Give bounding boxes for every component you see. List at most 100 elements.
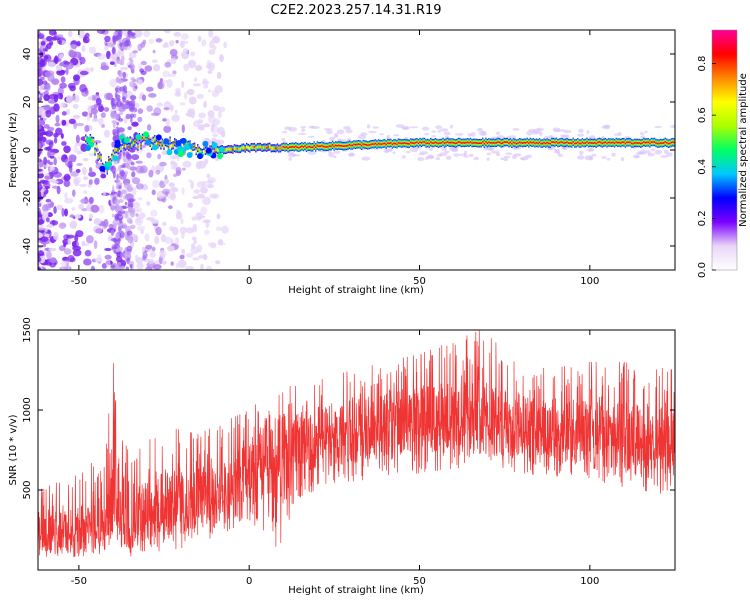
signal-cell [468, 142, 470, 144]
signal-cell [117, 149, 119, 152]
signal-cell [434, 141, 436, 144]
noise-blob [98, 204, 105, 214]
noise-blob [136, 262, 144, 270]
noise-blob [137, 116, 143, 123]
signal-cell [548, 142, 550, 145]
noise-blob [69, 44, 78, 49]
x-tick-label: 50 [413, 276, 426, 287]
noise-blob [191, 243, 196, 250]
noise-blob [132, 177, 141, 185]
signal-cell [364, 143, 366, 146]
noise-blob [98, 105, 105, 112]
signal-cell [243, 146, 245, 149]
noise-blob [146, 217, 155, 221]
signal-blob [184, 144, 190, 151]
noise-blob [121, 96, 126, 100]
colorbar-tick-label: 0.0 [697, 262, 708, 278]
noise-blob [505, 152, 513, 155]
signal-cell [537, 142, 539, 145]
signal-cell [370, 143, 372, 146]
noise-blob [591, 153, 597, 157]
signal-cell [603, 141, 605, 144]
noise-blob [288, 151, 295, 155]
signal-cell [394, 142, 397, 145]
noise-blob [88, 179, 93, 185]
signal-cell [244, 147, 246, 150]
signal-cell [551, 141, 553, 143]
signal-cell [114, 148, 116, 151]
signal-cell [419, 141, 421, 143]
noise-blob [579, 150, 584, 155]
noise-blob [613, 133, 620, 136]
signal-cell [463, 142, 466, 144]
signal-cell [617, 141, 619, 144]
signal-blob [186, 152, 193, 158]
signal-cell [233, 147, 236, 150]
noise-blob [181, 248, 185, 254]
y-tick-label: 1500 [22, 317, 33, 342]
noise-blob [111, 141, 115, 148]
noise-blob [218, 106, 226, 113]
signal-cell [460, 142, 462, 144]
noise-blob [503, 157, 509, 162]
signal-cell [382, 142, 384, 145]
signal-cell [606, 142, 608, 145]
signal-cell [491, 142, 493, 144]
noise-blob [49, 166, 55, 171]
noise-blob [120, 50, 124, 55]
noise-blob [208, 30, 214, 38]
signal-cell [546, 141, 548, 144]
noise-blob [124, 251, 129, 259]
noise-blob [203, 83, 209, 89]
noise-blob [175, 166, 182, 175]
signal-cell [249, 147, 251, 150]
noise-blob [168, 205, 173, 210]
noise-blob [145, 266, 153, 270]
noise-blob [163, 125, 172, 133]
noise-blob [196, 193, 206, 199]
noise-blob [192, 223, 198, 233]
noise-blob [486, 152, 492, 156]
noise-blob [181, 232, 185, 239]
noise-blob [586, 130, 590, 134]
signal-cell [652, 141, 654, 143]
noise-blob [104, 92, 111, 100]
signal-cell [480, 142, 482, 144]
signal-cell [339, 144, 341, 147]
noise-blob [216, 139, 225, 145]
noise-blob [214, 37, 220, 44]
noise-blob [162, 221, 167, 226]
noise-blob [281, 137, 286, 141]
signal-blob [135, 134, 142, 140]
signal-cell [641, 142, 643, 144]
noise-blob [155, 169, 161, 175]
noise-blob [111, 213, 115, 218]
noise-blob [168, 40, 175, 47]
x-tick-label: 0 [246, 276, 252, 287]
noise-blob [180, 218, 184, 225]
noise-blob [307, 135, 315, 138]
signal-cell [572, 141, 574, 143]
noise-blob [428, 147, 434, 151]
signal-cell [595, 142, 597, 145]
noise-blob [60, 40, 67, 45]
noise-blob [96, 30, 106, 34]
noise-blob [100, 112, 106, 118]
noise-blob [644, 130, 648, 134]
noise-blob [198, 112, 207, 119]
signal-cell [636, 142, 639, 144]
noise-blob [60, 260, 68, 267]
noise-blob [128, 219, 133, 225]
signal-cell [284, 146, 286, 149]
signal-cell [120, 147, 122, 150]
signal-cell [549, 142, 551, 145]
signal-cell [497, 141, 499, 143]
noise-blob [197, 119, 204, 124]
noise-blob [169, 49, 178, 57]
signal-blob [155, 134, 162, 141]
noise-blob [116, 204, 120, 210]
noise-blob [85, 32, 90, 39]
noise-blob [78, 203, 84, 210]
noise-blob [89, 46, 97, 54]
signal-cell [140, 144, 142, 147]
